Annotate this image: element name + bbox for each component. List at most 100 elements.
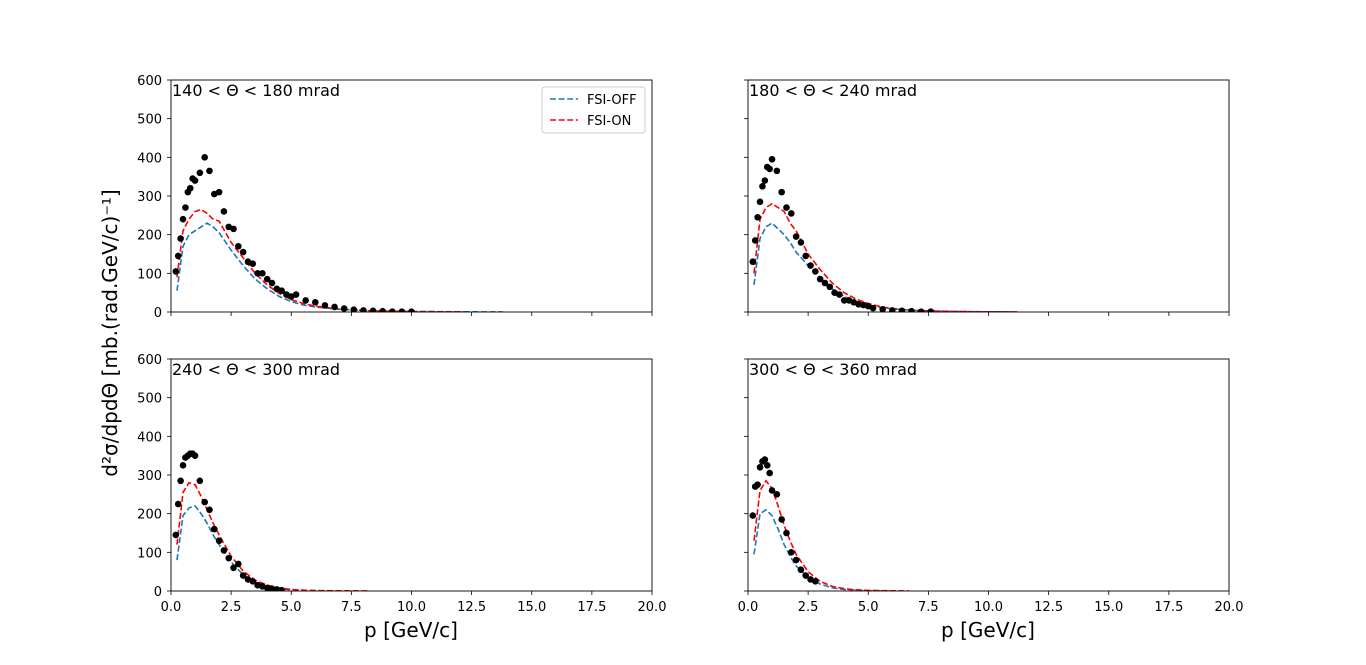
data-point: [773, 491, 781, 498]
data-point: [172, 268, 180, 275]
data-point: [766, 165, 773, 173]
data-point: [201, 154, 208, 161]
data-point: [206, 167, 213, 175]
data-point: [254, 270, 261, 277]
data-point: [179, 462, 187, 469]
data-point: [783, 204, 790, 211]
series-line-fsi-off: [176, 222, 503, 312]
plot-area: [172, 450, 369, 591]
x-tick-label: 10.0: [397, 600, 426, 615]
data-point: [191, 177, 199, 184]
data-point: [225, 554, 233, 562]
x-tick-label: 12.5: [457, 600, 486, 615]
y-tick-label: 0: [154, 585, 162, 600]
data-point: [812, 578, 819, 585]
y-tick-label: 400: [137, 151, 162, 166]
data-point: [177, 235, 184, 242]
data-point: [879, 305, 886, 312]
data-point: [340, 305, 348, 312]
x-tick-label: 7.5: [918, 600, 939, 615]
x-tick-label: 17.5: [1154, 600, 1183, 615]
y-tick-label: 100: [137, 267, 162, 282]
x-tick-label: 10.0: [974, 600, 1003, 615]
data-point: [754, 213, 761, 221]
data-point: [778, 188, 785, 196]
data-point: [751, 237, 759, 244]
data-point: [749, 258, 757, 266]
data-point: [802, 252, 810, 260]
data-point: [756, 198, 764, 206]
data-point: [768, 155, 776, 163]
panel-2: 180 < Θ < 240 mrad: [744, 79, 1230, 316]
axes-frame: [170, 358, 653, 592]
y-tick-label: 200: [137, 508, 162, 523]
y-tick-label: 100: [137, 546, 162, 561]
x-tick-label: 7.5: [341, 600, 362, 615]
data-point: [350, 306, 358, 312]
data-point: [196, 169, 204, 177]
data-point: [761, 177, 769, 184]
y-tick-label: 600: [137, 74, 162, 89]
y-tick-label: 600: [137, 353, 162, 368]
panel-4: 0.0 2.5 5.0 7.5 10.0 12.5 15.0 17.5 20.0 300 < Θ …: [738, 358, 1243, 615]
data-point: [763, 462, 771, 469]
data-point: [268, 279, 276, 287]
data-point: [239, 248, 247, 256]
data-point: [754, 481, 761, 488]
data-point: [278, 287, 285, 295]
data-point: [220, 208, 228, 215]
panel-title: 300 < Θ < 360 mrad: [749, 360, 917, 379]
data-point: [398, 308, 406, 312]
series-line-fsi-off: [176, 504, 340, 591]
data-point: [220, 547, 228, 554]
plot-area: [749, 456, 910, 591]
data-point: [210, 525, 218, 533]
x-tick-label: 17.5: [577, 600, 606, 615]
data-point: [917, 308, 925, 312]
x-tick-label: 2.5: [221, 600, 242, 615]
data-point: [816, 275, 824, 283]
data-point: [360, 307, 367, 312]
data-point: [826, 283, 834, 291]
data-point: [174, 252, 182, 260]
x-axis-label-left: p [GeV/c]: [364, 618, 458, 642]
y-tick-label: 200: [137, 229, 162, 244]
panel-title: 180 < Θ < 240 mrad: [749, 81, 917, 100]
y-tick-label: 500: [137, 392, 162, 407]
x-tick-label: 12.5: [1034, 600, 1063, 615]
series-line-fsi-off: [753, 508, 893, 591]
data-point: [182, 204, 189, 211]
legend-label-fsi-off: FSI-OFF: [587, 93, 637, 108]
axes-frame: [747, 358, 1230, 592]
data-point: [206, 506, 213, 514]
x-tick-label: 0.0: [161, 600, 182, 615]
data-point: [812, 268, 819, 275]
data-point: [766, 469, 773, 477]
y-tick-label: 500: [137, 113, 162, 128]
data-point: [408, 308, 415, 312]
legend: FSI-OFF FSI-ON: [541, 86, 646, 134]
data-point: [174, 500, 182, 508]
data-point: [249, 578, 257, 585]
data-point: [889, 307, 896, 312]
data-point: [756, 463, 764, 471]
data-point: [797, 566, 805, 574]
data-point: [836, 291, 843, 298]
data-point: [196, 477, 204, 485]
x-tick-label: 2.5: [798, 600, 819, 615]
data-point: [783, 529, 790, 537]
data-point: [821, 279, 829, 287]
plot-area: [172, 154, 503, 312]
plot-area: [749, 155, 1018, 312]
data-point: [321, 302, 329, 309]
legend-label-fsi-on: FSI-ON: [587, 114, 631, 129]
x-axis-label-right: p [GeV/c]: [941, 618, 1035, 642]
data-point: [179, 215, 187, 223]
panel-title: 240 < Θ < 300 mrad: [172, 360, 340, 379]
panel-1: 0 100 200 300 400 500 600 140 < Θ < 180 mrad: [137, 74, 653, 321]
data-point: [787, 210, 795, 217]
data-point: [191, 452, 199, 459]
series-line-fsi-on: [176, 208, 465, 312]
data-point: [908, 307, 915, 312]
